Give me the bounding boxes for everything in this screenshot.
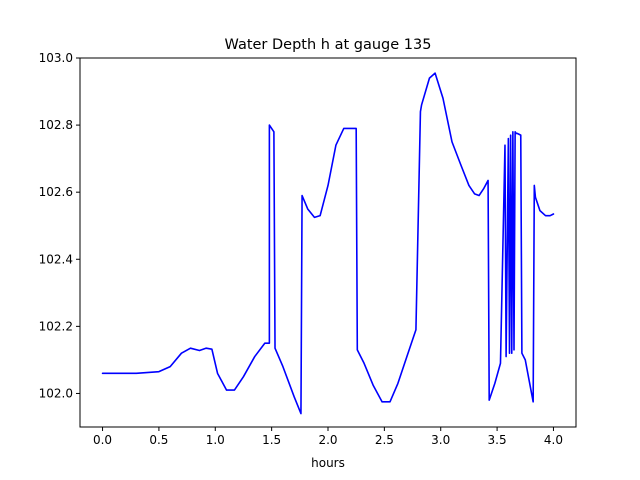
x-tick-label: 4.0 bbox=[544, 433, 563, 447]
y-tick-label: 102.4 bbox=[39, 252, 73, 266]
axes: 0.0 0.5 1.0 1.5 2.0 2.5 3.0 3.5 4.0 102.0 102.2 102… bbox=[39, 51, 577, 447]
chart-title: Water Depth h at gauge 135 bbox=[225, 37, 432, 53]
x-tick-label: 3.5 bbox=[488, 433, 507, 447]
x-tick-label: 0.5 bbox=[149, 433, 168, 447]
y-tick-label: 102.6 bbox=[39, 185, 73, 199]
y-tick-label: 102.8 bbox=[39, 118, 73, 132]
series-line-1 bbox=[101, 72, 555, 415]
plot-area bbox=[101, 72, 555, 415]
x-tick-label: 3.0 bbox=[431, 433, 450, 447]
x-tick-label: 1.0 bbox=[206, 433, 225, 447]
x-tick-label: 1.5 bbox=[262, 433, 281, 447]
x-tick-label: 2.5 bbox=[375, 433, 394, 447]
y-tick-label: 103.0 bbox=[39, 51, 73, 65]
y-tick-label: 102.0 bbox=[39, 386, 73, 400]
x-tick-label: 0.0 bbox=[93, 433, 112, 447]
x-axis-label: hours bbox=[311, 456, 345, 470]
y-tick-label: 102.2 bbox=[39, 319, 73, 333]
x-tick-label: 2.0 bbox=[318, 433, 337, 447]
